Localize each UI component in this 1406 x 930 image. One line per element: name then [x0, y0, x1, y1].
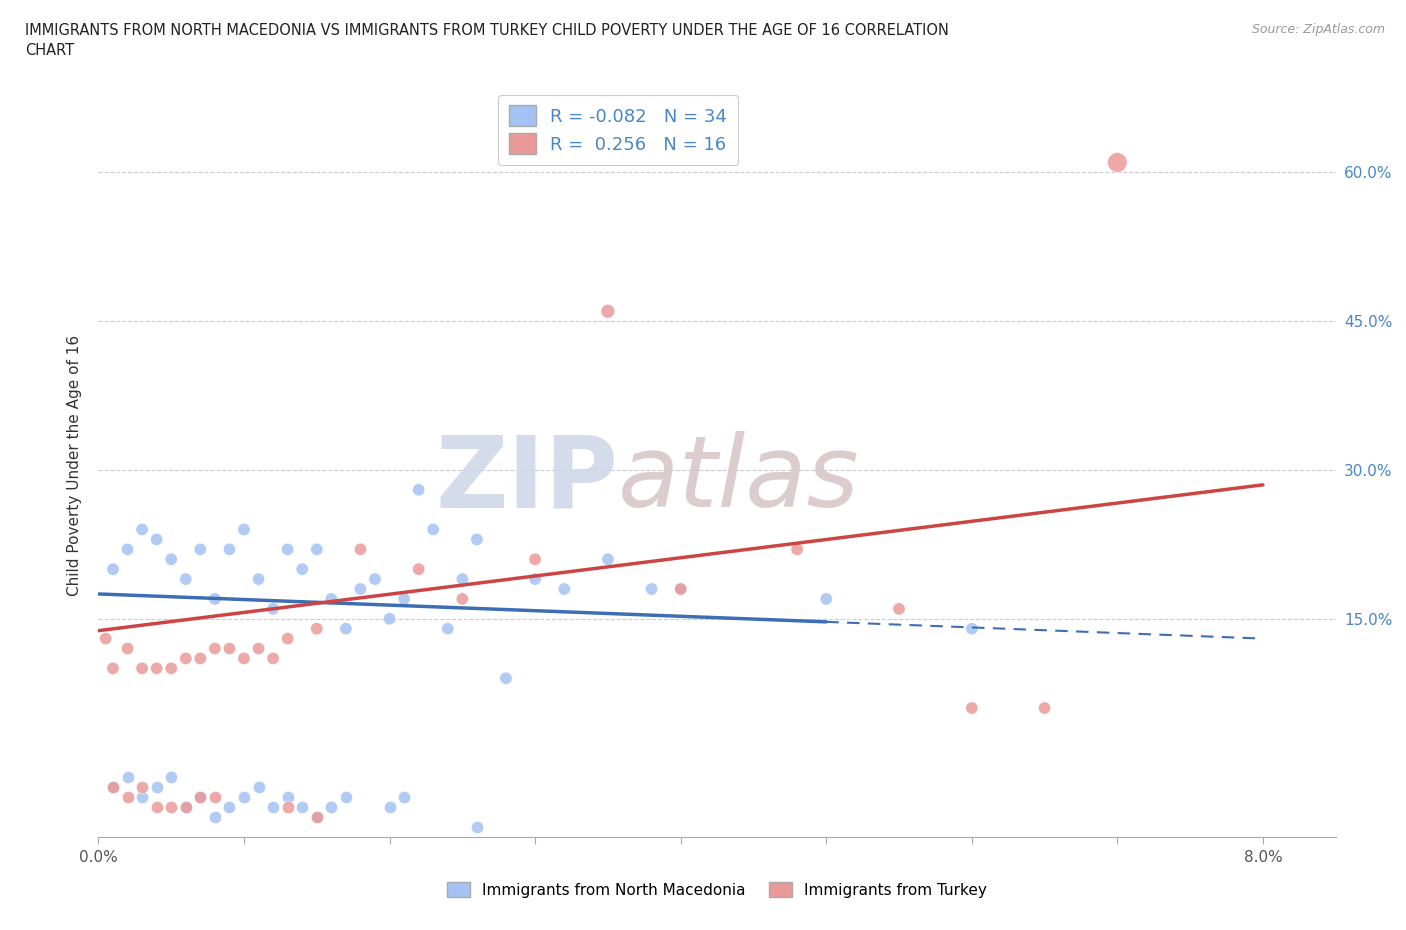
Point [392, 790, 415, 804]
Point [436, 621, 458, 636]
Point [145, 661, 167, 676]
Point [524, 572, 547, 587]
Point [204, 591, 226, 606]
Point [262, 800, 284, 815]
Point [188, 790, 211, 804]
Point [233, 522, 256, 537]
Point [131, 780, 153, 795]
Point [262, 602, 284, 617]
Point [291, 562, 314, 577]
Point [247, 780, 270, 795]
Point [145, 532, 167, 547]
Point [335, 790, 357, 804]
Point [160, 800, 183, 815]
Point [218, 800, 240, 815]
Point [960, 700, 983, 715]
Point [815, 591, 838, 606]
Point [131, 790, 153, 804]
Text: ZIP: ZIP [436, 432, 619, 528]
Point [305, 542, 328, 557]
Point [408, 562, 430, 577]
Point [277, 800, 299, 815]
Point [422, 522, 444, 537]
Point [408, 483, 430, 498]
Point [786, 542, 808, 557]
Point [1107, 155, 1129, 170]
Point [101, 780, 124, 795]
Point [247, 641, 270, 656]
Point [596, 304, 619, 319]
Point [669, 581, 692, 596]
Point [204, 790, 226, 804]
Point [101, 562, 124, 577]
Point [233, 790, 256, 804]
Point [117, 641, 139, 656]
Point [174, 572, 197, 587]
Point [364, 572, 387, 587]
Point [277, 631, 299, 646]
Point [960, 621, 983, 636]
Point [451, 591, 474, 606]
Point [321, 591, 343, 606]
Point [305, 810, 328, 825]
Point [204, 641, 226, 656]
Point [188, 651, 211, 666]
Point [335, 621, 357, 636]
Point [101, 780, 124, 795]
Point [188, 790, 211, 804]
Point [465, 532, 488, 547]
Point [277, 542, 299, 557]
Point [117, 790, 139, 804]
Point [160, 770, 183, 785]
Point [101, 661, 124, 676]
Point [378, 611, 401, 626]
Point [160, 551, 183, 566]
Point [669, 581, 692, 596]
Point [174, 800, 197, 815]
Point [247, 572, 270, 587]
Point [174, 651, 197, 666]
Y-axis label: Child Poverty Under the Age of 16: Child Poverty Under the Age of 16 [67, 335, 83, 595]
Point [277, 790, 299, 804]
Point [524, 551, 547, 566]
Point [1033, 700, 1056, 715]
Point [349, 581, 371, 596]
Text: Source: ZipAtlas.com: Source: ZipAtlas.com [1251, 23, 1385, 36]
Point [233, 651, 256, 666]
Point [262, 651, 284, 666]
Point [392, 591, 415, 606]
Point [188, 542, 211, 557]
Point [640, 581, 662, 596]
Point [117, 542, 139, 557]
Point [305, 810, 328, 825]
Point [378, 800, 401, 815]
Point [94, 631, 117, 646]
Point [305, 621, 328, 636]
Point [145, 800, 167, 815]
Point [131, 522, 153, 537]
Point [451, 572, 474, 587]
Point [160, 661, 183, 676]
Point [887, 602, 910, 617]
Point [117, 770, 139, 785]
Point [553, 581, 575, 596]
Point [174, 800, 197, 815]
Point [218, 641, 240, 656]
Point [465, 819, 488, 834]
Text: IMMIGRANTS FROM NORTH MACEDONIA VS IMMIGRANTS FROM TURKEY CHILD POVERTY UNDER TH: IMMIGRANTS FROM NORTH MACEDONIA VS IMMIG… [25, 23, 949, 58]
Text: atlas: atlas [619, 432, 859, 528]
Point [204, 810, 226, 825]
Point [218, 542, 240, 557]
Point [321, 800, 343, 815]
Point [596, 551, 619, 566]
Legend: Immigrants from North Macedonia, Immigrants from Turkey: Immigrants from North Macedonia, Immigra… [441, 875, 993, 904]
Point [145, 780, 167, 795]
Point [131, 661, 153, 676]
Point [495, 671, 517, 685]
Point [349, 542, 371, 557]
Point [291, 800, 314, 815]
